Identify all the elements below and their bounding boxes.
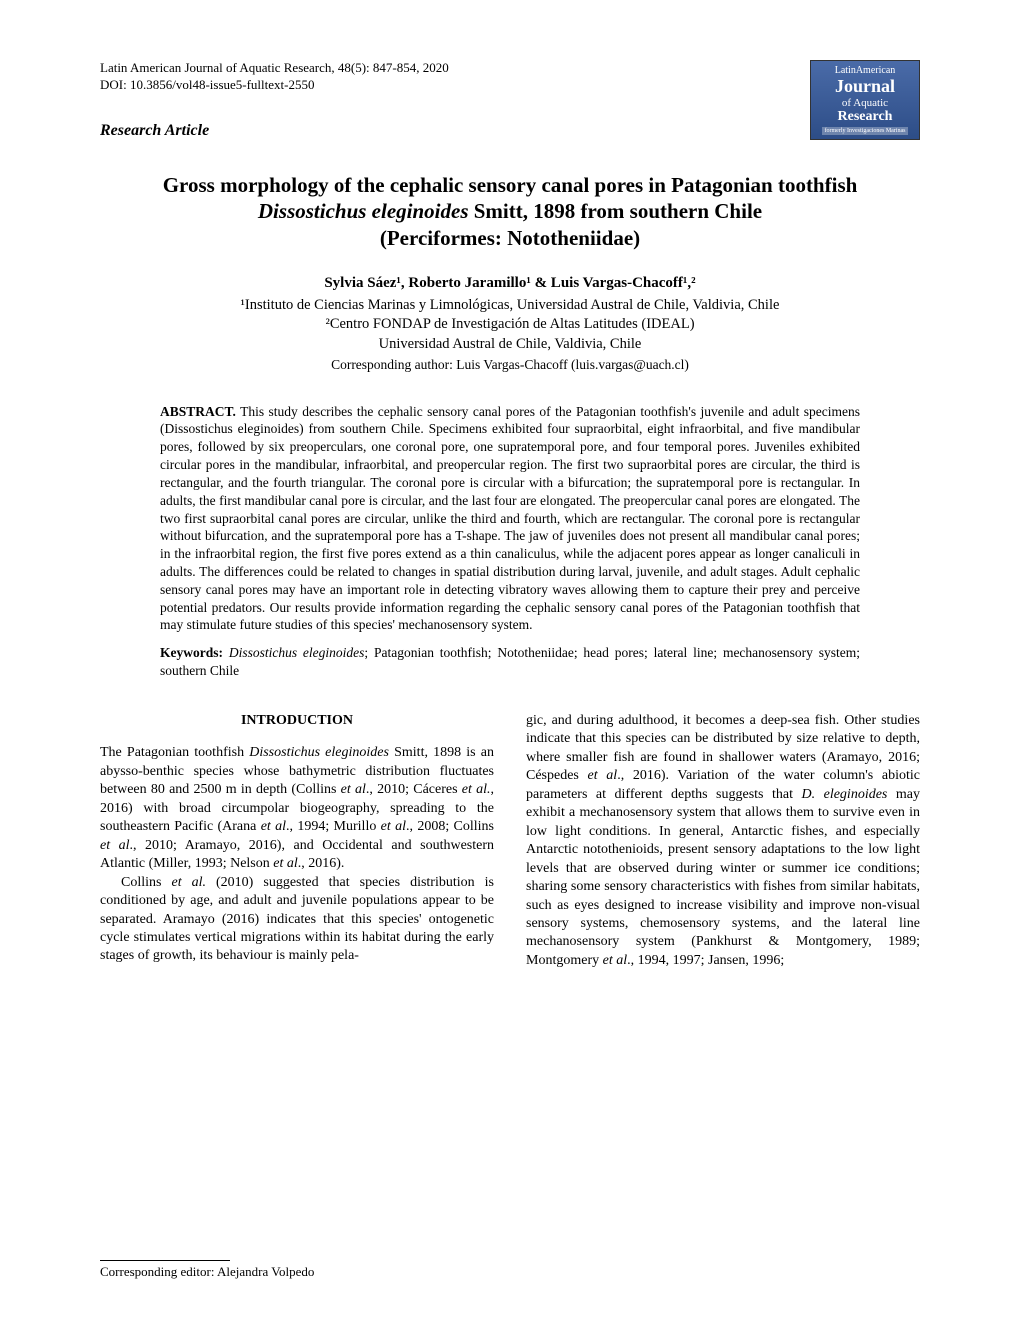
title-species: Dissostichus eleginoides [258,199,469,223]
intro-para-2: Collins et al. (2010) suggested that spe… [100,874,494,966]
journal-doi: DOI: 10.3856/vol48-issue5-fulltext-2550 [100,77,449,94]
p1-m: et al [273,856,298,871]
corresponding-author: Corresponding author: Luis Vargas-Chacof… [100,356,920,374]
logo-bottom: formerly Investigaciones Marinas [822,127,909,135]
journal-logo: LatinAmerican Journal of Aquatic Researc… [810,60,920,140]
p1-d: ., 2010; Cáceres [366,782,462,797]
title-block: Gross morphology of the cephalic sensory… [100,172,920,251]
section-heading-introduction: INTRODUCTION [100,712,494,730]
affiliation-3: Universidad Austral de Chile, Valdivia, … [100,335,920,355]
p1-j: ., 2008; Collins [406,819,494,834]
logo-journal: Journal [835,76,895,97]
logo-aquatic: of Aquatic [842,97,888,109]
p1-n: ., 2016). [298,856,345,871]
p1-c: et al [341,782,366,797]
keywords: Keywords: Dissostichus eleginoides; Pata… [160,644,860,680]
journal-citation: Latin American Journal of Aquatic Resear… [100,60,449,77]
title-line1: Gross morphology of the cephalic sensory… [163,173,858,197]
p2d-e: et al [603,953,628,968]
p1-g: et al [261,819,286,834]
header-row: Latin American Journal of Aquatic Resear… [100,60,920,140]
keywords-label: Keywords: [160,645,223,660]
p2-b: et al. [171,875,206,890]
article-type: Research Article [100,122,449,140]
p2d-b: et al [588,768,618,783]
p1-a: The Patagonian toothfish [100,745,249,760]
corresponding-editor: Corresponding editor: Alejandra Volpedo [100,1264,314,1280]
p1-i: et al [381,819,406,834]
p1-e: et al. [462,782,491,797]
body-columns: INTRODUCTION The Patagonian toothfish Di… [100,712,920,971]
logo-research: Research [838,109,893,125]
affiliations: ¹Instituto de Ciencias Marinas y Limnoló… [100,296,920,375]
abstract-label: ABSTRACT. [160,404,236,419]
p1-h: ., 1994; Murillo [286,819,381,834]
p2d-f: ., 1994, 1997; Jansen, 1996; [627,953,784,968]
abstract: ABSTRACT. This study describes the cepha… [160,403,860,635]
logo-top: LatinAmerican [835,65,896,76]
authors: Sylvia Sáez¹, Roberto Jaramillo¹ & Luis … [100,275,920,292]
column-left: INTRODUCTION The Patagonian toothfish Di… [100,712,494,971]
abstract-text: This study describes the cephalic sensor… [160,404,860,633]
footer: Corresponding editor: Alejandra Volpedo [100,1260,314,1280]
p2d-d: may exhibit a mechanosensory system that… [526,787,920,968]
title-line2-rest: Smitt, 1898 from southern Chile [469,199,763,223]
p2-a: Collins [121,875,171,890]
p1-k: et al [100,838,130,853]
footer-rule [100,1260,230,1261]
title-line3: (Perciformes: Nototheniidae) [380,226,640,250]
intro-para-1: The Patagonian toothfish Dissostichus el… [100,744,494,873]
keywords-species: Dissostichus eleginoides [229,645,365,660]
p1-species: Dissostichus eleginoides [249,745,389,760]
column-right: gic, and during adulthood, it becomes a … [526,712,920,971]
affiliation-1: ¹Instituto de Ciencias Marinas y Limnoló… [100,296,920,316]
journal-info-block: Latin American Journal of Aquatic Resear… [100,60,449,140]
intro-para-2-cont: gic, and during adulthood, it becomes a … [526,712,920,971]
affiliation-2: ²Centro FONDAP de Investigación de Altas… [100,315,920,335]
p2d-species: D. eleginoides [802,787,888,802]
article-title: Gross morphology of the cephalic sensory… [100,172,920,251]
